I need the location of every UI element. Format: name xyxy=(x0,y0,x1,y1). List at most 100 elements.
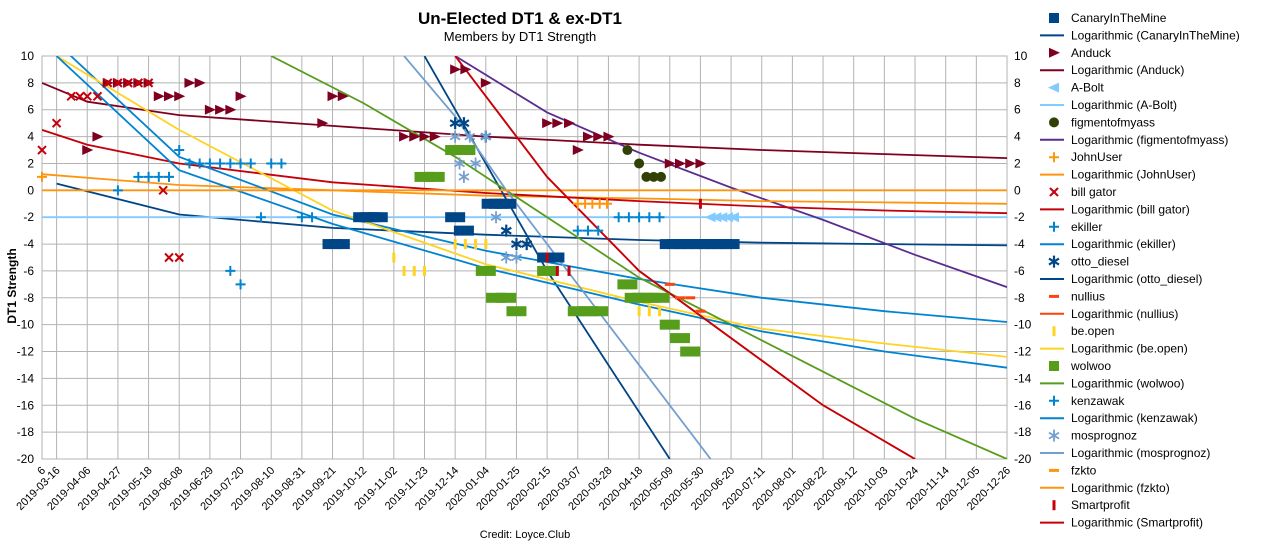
point-ekiller xyxy=(296,212,307,223)
y-tick-label-right: 0 xyxy=(1014,183,1021,197)
point-kenzawak xyxy=(572,225,583,236)
point-anduck xyxy=(450,64,462,75)
legend-label-bill-gator: bill gator xyxy=(1071,185,1116,199)
trend-line-logarithmic-wolwoo xyxy=(270,56,1007,459)
point-a-bolt xyxy=(710,212,722,223)
point-nullius xyxy=(695,309,706,313)
point-ekiller xyxy=(235,158,246,169)
point-anduck xyxy=(460,64,472,75)
point-wolwoo xyxy=(617,279,638,290)
point-wolwoo xyxy=(578,306,599,317)
point-canaryinthemine xyxy=(544,252,565,263)
point-wolwoo xyxy=(669,333,690,344)
point-bill-gator xyxy=(158,185,168,196)
point-johnuser xyxy=(601,198,612,209)
point-anduck xyxy=(225,104,237,115)
point-canaryinthemine xyxy=(496,198,517,209)
y-axis-right: 10 8 6 4 2 0 -2 -4 -6 -8 -10 -12 -14 -16 -18 -20 xyxy=(1014,49,1032,466)
point-ekiller xyxy=(307,212,318,223)
legend-label-nullius: nullius xyxy=(1071,289,1105,303)
legend-swatch-kenzawak xyxy=(1049,395,1059,406)
y-tick-label-right: -18 xyxy=(1014,425,1032,439)
point-canaryinthemine xyxy=(453,225,474,236)
y-tick-label: 0 xyxy=(27,183,34,197)
y-tick-label: -4 xyxy=(23,237,34,251)
point-wolwoo xyxy=(537,265,558,276)
point-bill-gator xyxy=(164,252,174,263)
point-kenzawak xyxy=(654,212,665,223)
legend-label-smartprofit: Smartprofit xyxy=(1071,498,1130,512)
point-anduck xyxy=(92,131,104,142)
y-tick-label: 6 xyxy=(27,103,34,117)
point-wolwoo xyxy=(649,292,670,303)
point-nullius xyxy=(664,282,675,286)
point-ekiller xyxy=(153,171,164,182)
point-mosprognoz xyxy=(449,130,461,143)
legend-label-anduck: Anduck xyxy=(1071,46,1112,60)
legend-label-mosprognoz: mosprognoz xyxy=(1071,429,1137,443)
legend-swatch-anduck xyxy=(1049,47,1060,58)
legend-label-logarithmic-johnuser: Logarithmic (JohnUser) xyxy=(1071,168,1196,182)
point-wolwoo xyxy=(680,346,701,357)
y-tick-label: -8 xyxy=(23,291,34,305)
data-markers xyxy=(37,64,740,357)
point-figmentofmyass xyxy=(622,145,633,156)
point-mosprognoz xyxy=(511,251,522,264)
point-wolwoo xyxy=(445,145,466,156)
legend-swatch-ekiller xyxy=(1049,221,1059,232)
y-tick-label-right: -20 xyxy=(1014,452,1032,466)
point-ekiller xyxy=(255,212,266,223)
legend-label-logarithmic-otto-diesel: Logarithmic (otto_diesel) xyxy=(1071,272,1202,286)
point-anduck xyxy=(552,118,564,129)
point-anduck xyxy=(235,91,247,102)
point-figmentofmyass xyxy=(641,171,652,182)
point-bill-gator xyxy=(113,78,123,88)
legend-label-logarithmic-bill-gator: Logarithmic (bill gator) xyxy=(1071,202,1190,216)
y-tick-label-right: 8 xyxy=(1014,76,1021,90)
point-kenzawak xyxy=(634,212,645,223)
y-tick-label-right: -6 xyxy=(1014,264,1025,278)
point-bill-gator xyxy=(102,78,113,88)
point-wolwoo xyxy=(639,292,660,303)
y-axis-left: 10 8 6 4 2 0 -2 -4 -6 -8 -10 -12 -14 -16 -18 -20 xyxy=(17,49,35,466)
point-anduck xyxy=(153,91,165,102)
point-be-open xyxy=(658,306,662,317)
point-ekiller xyxy=(164,171,175,182)
y-tick-label: 4 xyxy=(27,130,34,144)
legend-swatch-mosprognoz xyxy=(1048,429,1060,442)
point-nullius xyxy=(674,296,685,300)
point-ekiller xyxy=(143,171,154,182)
point-anduck xyxy=(204,104,216,115)
y-tick-label-right: -2 xyxy=(1014,210,1025,224)
point-anduck xyxy=(695,158,707,169)
point-ekiller xyxy=(245,158,256,169)
y-axis-label: DT1 Strength xyxy=(5,248,19,323)
trend-line-logarithmic-bill-gator xyxy=(42,129,1007,215)
point-anduck xyxy=(184,77,196,88)
point-ekiller xyxy=(133,171,144,182)
legend-label-logarithmic-fzkto: Logarithmic (fzkto) xyxy=(1071,481,1170,495)
point-anduck xyxy=(194,77,206,88)
point-bill-gator xyxy=(92,91,103,102)
point-be-open xyxy=(484,239,488,250)
point-anduck xyxy=(685,158,697,169)
point-wolwoo xyxy=(414,171,435,182)
y-tick-label: -20 xyxy=(17,452,35,466)
legend-swatch-canaryinthemine xyxy=(1049,13,1059,23)
chart-title: Un-Elected DT1 & ex-DT1 xyxy=(418,9,622,28)
point-anduck xyxy=(399,131,411,142)
point-bill-gator xyxy=(66,91,76,102)
legend-label-logarithmic-smartprofit: Logarithmic (Smartprofit) xyxy=(1071,516,1203,530)
y-tick-label-right: -14 xyxy=(1014,371,1032,385)
y-tick-label: 8 xyxy=(27,76,34,90)
y-tick-label: -12 xyxy=(17,345,35,359)
point-wolwoo xyxy=(486,292,507,303)
point-anduck xyxy=(480,77,492,88)
point-kenzawak xyxy=(235,279,246,290)
point-be-open xyxy=(474,239,478,250)
point-wolwoo xyxy=(455,145,476,156)
y-tick-label-right: 4 xyxy=(1014,130,1021,144)
point-canaryinthemine xyxy=(445,212,466,223)
point-kenzawak xyxy=(644,212,655,223)
